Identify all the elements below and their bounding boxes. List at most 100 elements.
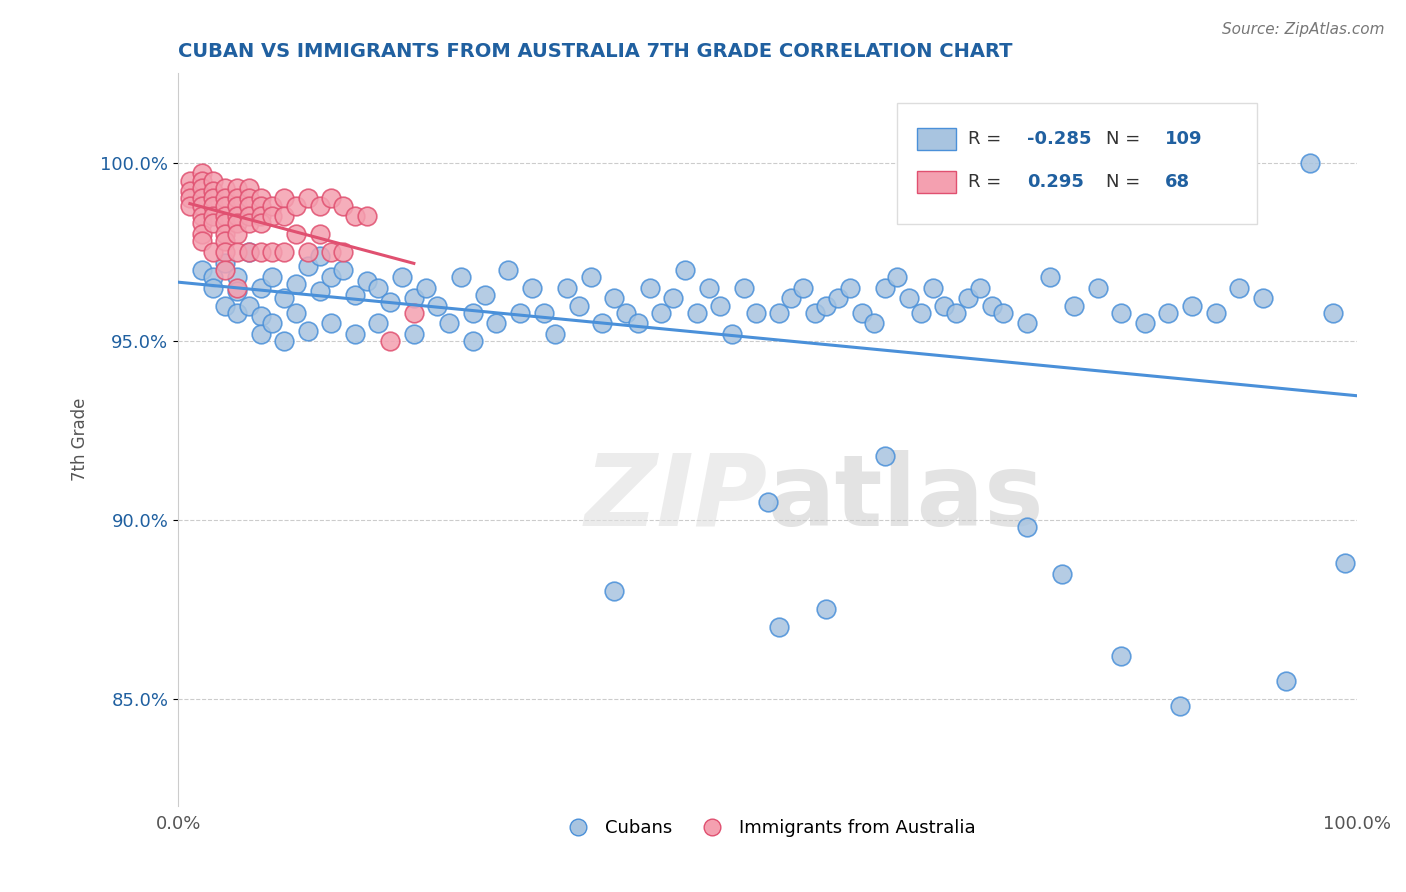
- Point: [1109, 306, 1132, 320]
- Point: [343, 209, 366, 223]
- Point: [332, 245, 354, 260]
- Text: R =: R =: [967, 130, 1007, 148]
- Point: [332, 263, 354, 277]
- Point: [544, 327, 567, 342]
- Point: [214, 180, 236, 194]
- Text: R =: R =: [967, 173, 1007, 191]
- Point: [343, 327, 366, 342]
- Point: [226, 191, 249, 205]
- Point: [402, 292, 425, 306]
- Point: [214, 263, 236, 277]
- Point: [875, 281, 897, 295]
- Point: [321, 191, 343, 205]
- Point: [179, 184, 201, 198]
- Text: 0.295: 0.295: [1026, 173, 1084, 191]
- Point: [1063, 299, 1085, 313]
- Legend: Cubans, Immigrants from Australia: Cubans, Immigrants from Australia: [553, 812, 983, 844]
- Text: CUBAN VS IMMIGRANTS FROM AUSTRALIA 7TH GRADE CORRELATION CHART: CUBAN VS IMMIGRANTS FROM AUSTRALIA 7TH G…: [179, 42, 1012, 61]
- Point: [202, 245, 225, 260]
- Point: [402, 327, 425, 342]
- Point: [202, 209, 225, 223]
- Point: [733, 281, 755, 295]
- Point: [1039, 270, 1062, 285]
- Point: [202, 198, 225, 212]
- Point: [202, 281, 225, 295]
- Point: [238, 217, 260, 231]
- Point: [768, 620, 790, 634]
- Point: [945, 306, 967, 320]
- Point: [249, 327, 271, 342]
- Point: [285, 306, 308, 320]
- Point: [1087, 281, 1109, 295]
- Point: [273, 334, 295, 349]
- Point: [875, 449, 897, 463]
- Point: [214, 256, 236, 270]
- Point: [226, 217, 249, 231]
- Point: [356, 274, 378, 288]
- Point: [226, 245, 249, 260]
- Point: [792, 281, 814, 295]
- Point: [285, 277, 308, 292]
- Point: [496, 263, 519, 277]
- Point: [415, 281, 437, 295]
- Point: [285, 198, 308, 212]
- Text: 109: 109: [1164, 130, 1202, 148]
- Point: [568, 299, 591, 313]
- Point: [450, 270, 472, 285]
- Point: [555, 281, 578, 295]
- Point: [273, 209, 295, 223]
- Point: [297, 245, 319, 260]
- Point: [249, 198, 271, 212]
- Point: [969, 281, 991, 295]
- Point: [533, 306, 555, 320]
- Point: [603, 292, 626, 306]
- Point: [756, 495, 779, 509]
- Point: [214, 227, 236, 242]
- Point: [226, 281, 249, 295]
- Point: [426, 299, 449, 313]
- Point: [815, 602, 838, 616]
- Point: [262, 317, 284, 331]
- Point: [238, 180, 260, 194]
- Point: [297, 324, 319, 338]
- Point: [934, 299, 956, 313]
- Point: [226, 285, 249, 299]
- Text: ZIP: ZIP: [585, 450, 768, 547]
- Point: [179, 173, 201, 187]
- Point: [308, 198, 330, 212]
- Point: [190, 173, 212, 187]
- Point: [603, 584, 626, 599]
- Point: [745, 306, 768, 320]
- Point: [461, 306, 484, 320]
- Point: [815, 299, 838, 313]
- Text: 68: 68: [1164, 173, 1189, 191]
- Point: [249, 245, 271, 260]
- Point: [461, 334, 484, 349]
- Point: [803, 306, 825, 320]
- Point: [297, 260, 319, 274]
- Point: [1168, 698, 1191, 713]
- Point: [862, 317, 884, 331]
- Point: [249, 217, 271, 231]
- Point: [709, 299, 731, 313]
- Point: [321, 317, 343, 331]
- Point: [273, 245, 295, 260]
- Point: [262, 198, 284, 212]
- Point: [190, 217, 212, 231]
- Point: [214, 191, 236, 205]
- Point: [190, 180, 212, 194]
- Point: [780, 292, 803, 306]
- Point: [1133, 317, 1156, 331]
- Point: [1181, 299, 1204, 313]
- Point: [179, 191, 201, 205]
- Point: [1227, 281, 1250, 295]
- Point: [262, 245, 284, 260]
- Point: [1251, 292, 1274, 306]
- Point: [249, 209, 271, 223]
- Point: [262, 209, 284, 223]
- Point: [638, 281, 661, 295]
- Text: Source: ZipAtlas.com: Source: ZipAtlas.com: [1222, 22, 1385, 37]
- Point: [1015, 317, 1038, 331]
- Point: [190, 263, 212, 277]
- Point: [214, 198, 236, 212]
